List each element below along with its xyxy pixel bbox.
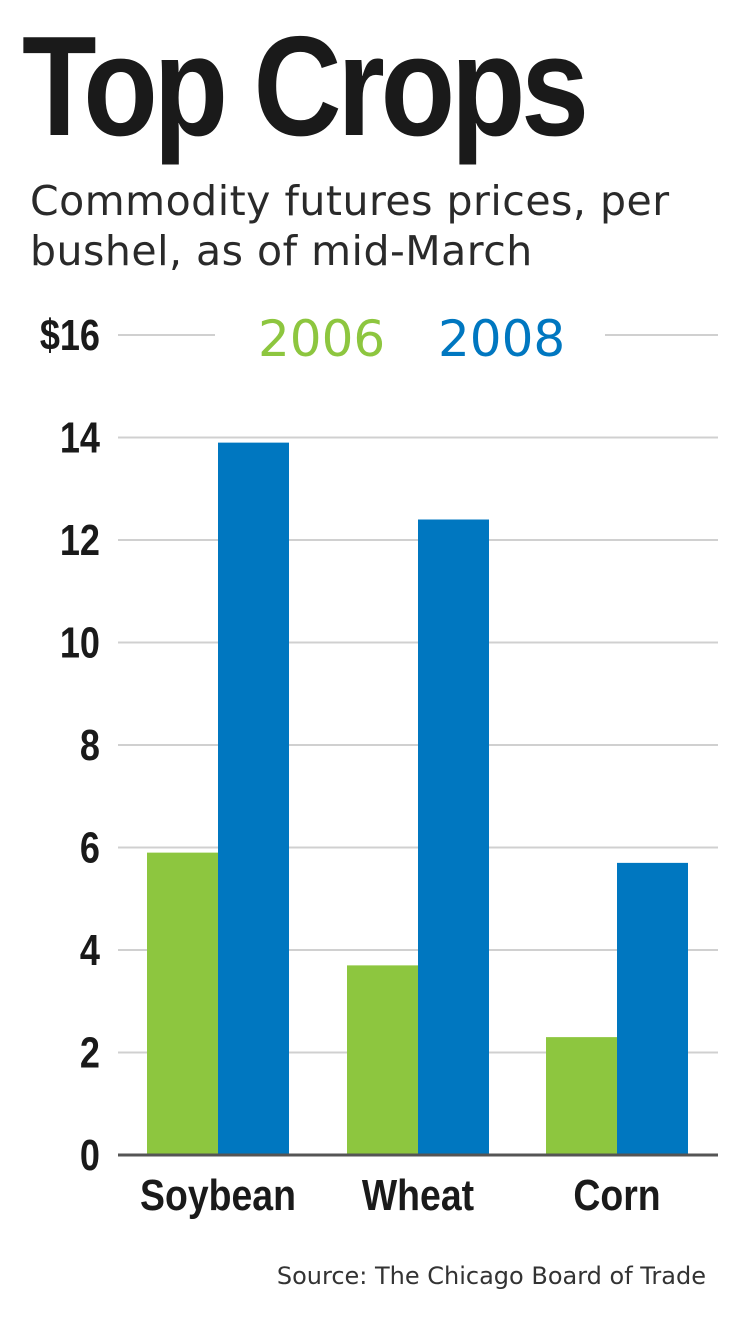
y-tick-label-0: 0 — [80, 1131, 100, 1180]
bar-wheat-2006 — [347, 965, 418, 1155]
legend-entry-2008: 2008 — [438, 310, 565, 368]
y-tick-label-10: 10 — [60, 618, 100, 667]
bar-corn-2008 — [617, 862, 688, 1155]
y-tick-label-2: 2 — [80, 1028, 100, 1077]
y-tick-label-6: 6 — [80, 823, 100, 872]
chart-title: Top Crops — [22, 7, 589, 166]
y-tick-label-4: 4 — [80, 926, 101, 975]
bars — [147, 442, 688, 1155]
x-axis-category-labels: Soybean Wheat Corn — [140, 1170, 661, 1220]
chart-subtitle: Commodity futures prices, per bushel, as… — [30, 177, 670, 275]
bar-wheat-2008 — [418, 519, 489, 1155]
legend-entry-2006: 2006 — [258, 310, 385, 368]
bar-soybean-2008 — [218, 442, 289, 1155]
x-category-label-soybean: Soybean — [140, 1170, 296, 1220]
y-tick-label-16: $16 — [40, 311, 100, 360]
x-category-label-wheat: Wheat — [362, 1170, 475, 1220]
source-note: Source: The Chicago Board of Trade — [276, 1262, 706, 1290]
legend: 2006 2008 — [258, 310, 565, 368]
bar-soybean-2006 — [147, 852, 218, 1155]
x-category-label-corn: Corn — [573, 1170, 660, 1220]
bar-corn-2006 — [546, 1037, 617, 1155]
y-axis-tick-labels: 0 2 4 6 8 10 12 14 $16 — [40, 311, 101, 1180]
y-tick-label-8: 8 — [80, 721, 100, 770]
y-tick-label-12: 12 — [60, 516, 100, 565]
y-tick-label-14: 14 — [60, 413, 101, 462]
